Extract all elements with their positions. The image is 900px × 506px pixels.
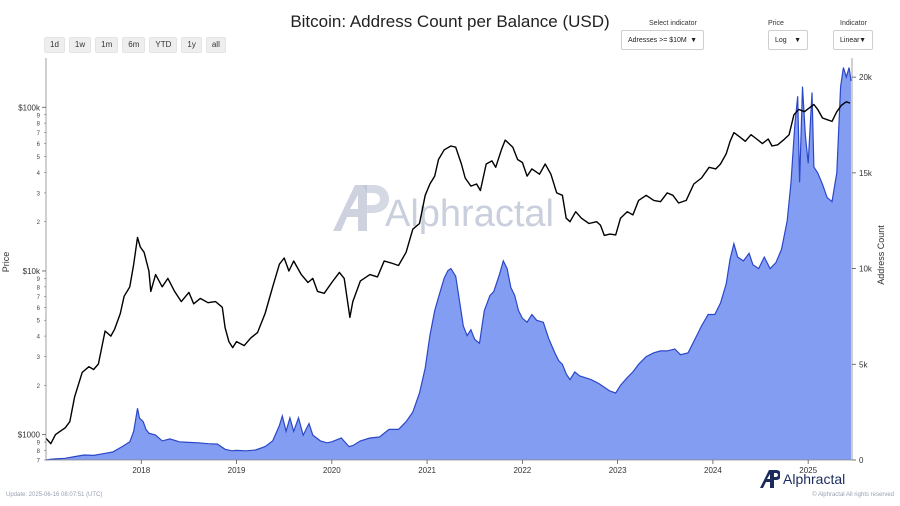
y-left-minor-tick-label: 2 <box>37 220 41 226</box>
y-left-minor-tick-label: 8 <box>37 122 41 128</box>
address-count-line <box>45 67 852 461</box>
y-left-tick-label: $100k <box>18 103 41 112</box>
chevron-down-icon: ▼ <box>690 37 697 44</box>
price-line <box>45 101 851 445</box>
y-left-minor-tick-label: 6 <box>37 142 41 148</box>
y-left-minor-tick-label: 2 <box>37 384 41 390</box>
y-right-tick-label: 20k <box>859 73 873 82</box>
address-count-area-fill <box>46 67 851 460</box>
y-left-minor-tick-label: 9 <box>37 277 41 283</box>
brand-name: Alphractal <box>783 471 846 487</box>
y-left-minor-tick-label: 6 <box>37 306 41 312</box>
y-left-tick-label: $1000 <box>18 431 41 440</box>
indicator-select[interactable]: Adresses >= $10M ▼ <box>621 30 704 50</box>
x-tick-label: 2024 <box>704 466 722 475</box>
x-tick-label: 2019 <box>228 466 246 475</box>
range-1y-button[interactable]: 1y <box>181 37 202 53</box>
range-all-button[interactable]: all <box>205 37 226 53</box>
range-1d-button[interactable]: 1d <box>44 37 65 53</box>
price-scale-label: Price <box>768 20 784 27</box>
indicator-select-value: Adresses >= $10M <box>628 37 687 44</box>
price-axis-title: Price <box>1 252 11 273</box>
range-6m-button[interactable]: 6m <box>122 37 146 53</box>
y-left-minor-tick-label: 8 <box>37 285 41 291</box>
watermark-logo-icon <box>333 185 389 231</box>
price-line-layer <box>45 101 851 445</box>
select-indicator-label: Select indicator <box>649 20 697 27</box>
range-1w-button[interactable]: 1w <box>68 37 92 53</box>
y-left-minor-tick-label: 9 <box>37 113 41 119</box>
y-right-tick-label: 0 <box>859 456 864 465</box>
y-left-minor-tick-label: 7 <box>37 131 41 137</box>
address-count-axis-title: Address Count <box>876 225 886 285</box>
x-tick-label: 2020 <box>323 466 341 475</box>
indicator-scale-select[interactable]: Linear ▼ <box>833 30 873 50</box>
watermark: Alphractal <box>333 185 554 235</box>
watermark-text: Alphractal <box>385 193 554 235</box>
copyright-notice: © Alphractal All rights reserved <box>812 492 894 498</box>
price-scale-select[interactable]: Log ▼ <box>768 30 808 50</box>
chevron-down-icon: ▼ <box>794 37 801 44</box>
y-left-minor-tick-label: 5 <box>37 319 41 325</box>
alphractal-logo-icon <box>760 470 780 488</box>
y-left-minor-tick-label: 3 <box>37 355 41 361</box>
x-tick-label: 2025 <box>799 466 817 475</box>
y-left-minor-tick-label: 7 <box>37 295 41 301</box>
y-left-minor-tick-label: 9 <box>37 441 41 447</box>
x-tick-label: 2022 <box>513 466 531 475</box>
y-left-minor-tick-label: 7 <box>37 459 41 465</box>
chevron-down-icon: ▼ <box>859 37 866 44</box>
y-right-tick-label: 15k <box>859 169 873 178</box>
address-count-area <box>45 67 852 461</box>
chart-title: Bitcoin: Address Count per Balance (USD) <box>290 12 610 31</box>
x-tick-label: 2021 <box>418 466 436 475</box>
update-timestamp: Update: 2025-06-16 08:07:51 (UTC) <box>6 492 103 498</box>
y-left-minor-tick-label: 8 <box>37 449 41 455</box>
y-left-minor-tick-label: 3 <box>37 191 41 197</box>
y-right-tick-label: 10k <box>859 265 873 274</box>
time-range-buttons: 1d 1w 1m 6m YTD 1y all <box>44 37 226 53</box>
brand-logo: Alphractal <box>760 470 845 488</box>
price-scale-value: Log <box>775 37 787 44</box>
y-left-minor-tick-label: 4 <box>37 335 41 341</box>
range-1m-button[interactable]: 1m <box>95 37 119 53</box>
y-left-minor-tick-label: 5 <box>37 155 41 161</box>
y-right-tick-label: 5k <box>859 360 868 369</box>
axes: $1000 $10k $100k 7 8 9 2 3 4 5 6 7 8 9 2 3 4 5 6 7 8 9 0 5k 10k 1… <box>18 58 873 475</box>
y-left-tick-label: $10k <box>23 267 41 276</box>
x-tick-label: 2018 <box>132 466 150 475</box>
y-left-minor-tick-label: 4 <box>37 171 41 177</box>
x-tick-label: 2023 <box>609 466 627 475</box>
indicator-scale-value: Linear <box>840 37 860 44</box>
indicator-scale-label: Indicator <box>840 20 867 27</box>
range-ytd-button[interactable]: YTD <box>149 37 178 53</box>
